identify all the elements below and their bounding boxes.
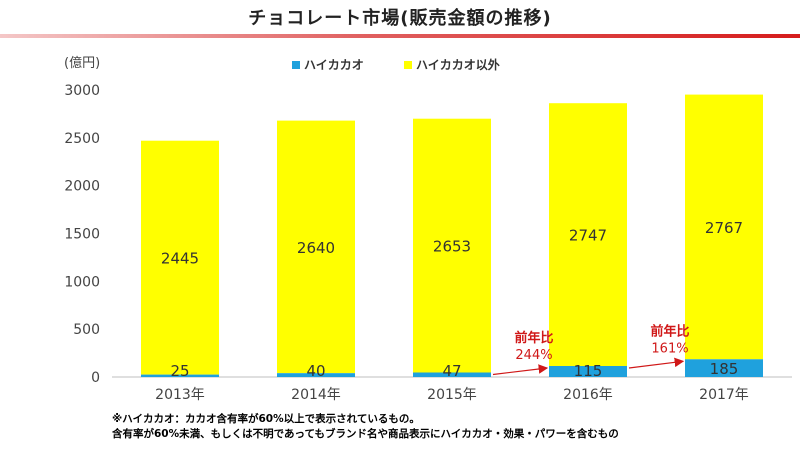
legend-label: ハイカカオ以外 <box>416 57 500 72</box>
data-label-high-cacao: 47 <box>442 362 461 380</box>
footnote-line-2: 含有率が60%未満、もしくは不明であってもブランド名や商品表示にハイカカオ・効果… <box>112 428 619 440</box>
data-label-high-cacao: 185 <box>710 360 739 378</box>
bar-other-cacao <box>413 118 491 373</box>
footnote: ※ハイカカオ：カカオ含有率が60%以上で表示されているもの。 含有率が60%未満… <box>112 412 792 442</box>
growth-value: 161% <box>651 341 688 356</box>
x-tick-label: 2015年 <box>427 387 477 403</box>
legend-swatch <box>292 61 300 69</box>
growth-arrow <box>492 364 549 376</box>
data-label-other-cacao: 2747 <box>569 227 607 245</box>
legend-label: ハイカカオ <box>304 58 364 72</box>
y-tick-label: 1000 <box>64 274 100 290</box>
x-tick-label: 2014年 <box>291 387 341 403</box>
bar-high-cacao <box>141 374 219 377</box>
data-label-high-cacao: 115 <box>574 362 603 380</box>
chart-title: チョコレート市場(販売金額の推移) <box>248 8 552 29</box>
bar-high-cacao <box>685 359 763 377</box>
footnote-line-1: ※ハイカカオ：カカオ含有率が60%以上で表示されているもの。 <box>112 413 420 425</box>
bar-high-cacao <box>277 373 355 377</box>
bar-high-cacao <box>413 372 491 377</box>
y-tick-label: 0 <box>91 370 100 386</box>
legend-swatch <box>404 61 412 69</box>
bar-other-cacao <box>685 94 763 360</box>
data-label-other-cacao: 2767 <box>705 219 743 237</box>
y-tick-label: 500 <box>73 322 100 338</box>
y-tick-label: 1500 <box>64 227 100 243</box>
data-label-other-cacao: 2640 <box>297 239 335 257</box>
growth-label: 前年比 <box>514 330 553 346</box>
growth-value: 244% <box>515 348 552 363</box>
bar-other-cacao <box>277 120 355 374</box>
data-label-other-cacao: 2653 <box>433 238 471 256</box>
bar-other-cacao <box>141 140 219 375</box>
bar-other-cacao <box>549 103 627 366</box>
y-tick-label: 3000 <box>64 83 100 99</box>
data-label-high-cacao: 25 <box>170 362 189 380</box>
growth-arrow <box>628 357 685 369</box>
y-tick-label: 2000 <box>64 179 100 195</box>
y-axis-label: (億円) <box>64 55 100 71</box>
data-label-high-cacao: 40 <box>306 362 325 380</box>
x-tick-label: 2017年 <box>699 387 749 403</box>
x-tick-label: 2013年 <box>155 387 205 403</box>
growth-label: 前年比 <box>650 323 689 339</box>
x-tick-label: 2016年 <box>563 387 613 403</box>
y-tick-label: 2500 <box>64 131 100 147</box>
bar-high-cacao <box>549 365 627 377</box>
title-underline <box>0 34 800 38</box>
data-label-other-cacao: 2445 <box>161 250 199 268</box>
